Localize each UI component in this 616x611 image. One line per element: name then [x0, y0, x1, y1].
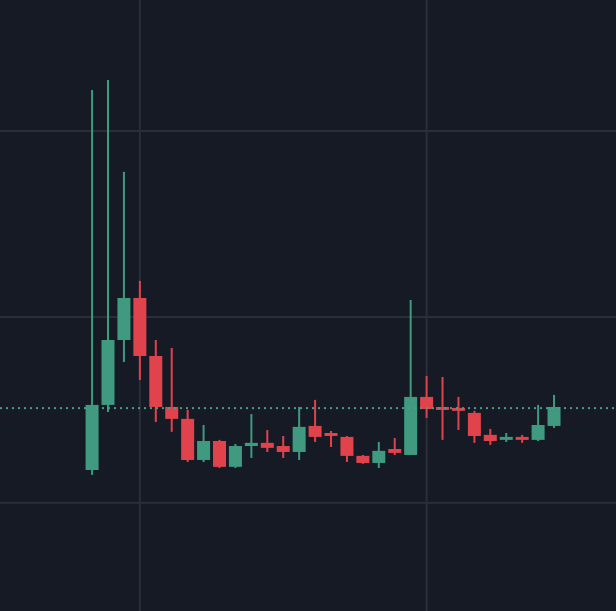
candle-body [483, 434, 497, 441]
candle-body [308, 425, 322, 437]
candle-body [197, 440, 211, 460]
candle-body [531, 425, 545, 440]
candle-body [356, 455, 370, 463]
candle-body [85, 404, 99, 471]
candle-body [165, 406, 179, 419]
candle-body [388, 448, 402, 453]
candle-body [133, 297, 147, 356]
candle-body [244, 442, 258, 447]
candle-body [420, 396, 434, 410]
candle-body [515, 436, 529, 440]
candle-body [101, 340, 115, 405]
candle-body [324, 433, 338, 436]
candle-body [451, 407, 465, 411]
candle-body [117, 297, 131, 341]
candle-body [260, 442, 274, 448]
candle-body [213, 440, 227, 467]
candle-body [436, 406, 450, 410]
candle-body [276, 446, 290, 452]
candle-body [149, 355, 163, 407]
candle-body [340, 436, 354, 456]
candle-body [467, 412, 481, 436]
candle-body [404, 396, 418, 455]
candle-body [499, 436, 513, 440]
candle-body [292, 426, 306, 452]
candle-body [228, 446, 242, 467]
candle-body [372, 450, 386, 463]
candle-body [181, 418, 195, 460]
candle-body [547, 406, 561, 426]
